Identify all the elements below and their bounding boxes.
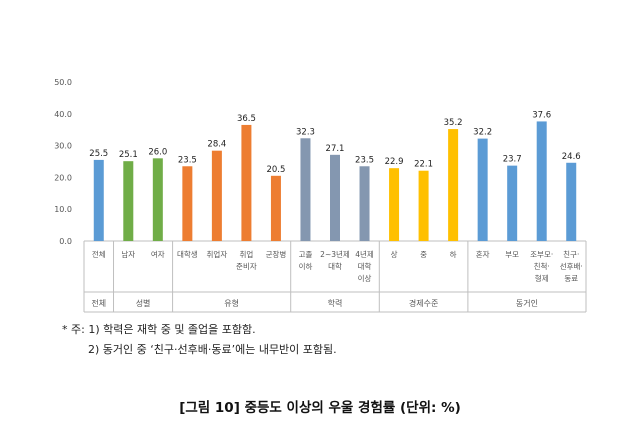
category-label: 중 — [420, 250, 427, 259]
category-label: 선후배· — [560, 262, 583, 271]
group-label: 전체 — [91, 298, 106, 308]
category-label: 준비자 — [236, 262, 257, 271]
data-label: 37.6 — [532, 110, 551, 120]
data-label: 32.2 — [473, 128, 492, 138]
data-label: 28.4 — [207, 140, 226, 150]
category-label: 전체 — [92, 249, 106, 259]
bar — [330, 154, 340, 241]
footnote-2: 2) 동거인 중 ‘친구·선후배·동료’에는 내무반이 포함됨. — [88, 343, 337, 356]
category-label: 군장병 — [266, 249, 287, 259]
group-label: 학력 — [328, 298, 343, 308]
bar — [152, 158, 163, 241]
category-label: 이상 — [358, 273, 372, 283]
category-label: 상 — [391, 249, 398, 259]
data-label: 26.0 — [148, 147, 167, 157]
bar — [211, 150, 222, 241]
group-label: 동거인 — [516, 298, 538, 308]
category-label: 여자 — [151, 249, 165, 259]
category-label: 하 — [450, 249, 457, 259]
footnotes: * 주: 1) 학력은 재학 중 및 졸업을 포함함. 2) 동거인 중 ‘친구… — [62, 320, 337, 360]
category-label: 형제 — [535, 274, 549, 283]
y-tick-label: 50.0 — [54, 78, 72, 87]
data-label: 23.5 — [355, 155, 374, 165]
category-label: 혼자 — [476, 249, 490, 259]
y-tick-label: 20.0 — [54, 173, 72, 182]
data-label: 23.5 — [178, 155, 197, 165]
category-label: 취업 — [240, 250, 254, 259]
category-label: 4년제 — [355, 249, 374, 259]
category-label: 이하 — [299, 261, 313, 271]
category-label: 친척· — [534, 261, 550, 271]
category-label: 취업자 — [207, 250, 228, 259]
group-label: 경제수준 — [409, 298, 438, 308]
group-label: 유형 — [224, 299, 239, 308]
y-tick-label: 10.0 — [54, 205, 72, 214]
y-tick-label: 30.0 — [54, 142, 72, 151]
data-label: 22.9 — [385, 157, 404, 167]
data-label: 25.5 — [89, 149, 108, 159]
bar — [536, 121, 547, 241]
data-label: 23.7 — [503, 155, 522, 165]
category-label: 부모 — [505, 250, 519, 259]
bar — [389, 168, 400, 241]
category-label: 조부모· — [530, 250, 553, 259]
bar — [93, 159, 104, 241]
footnote-1: * 주: 1) 학력은 재학 중 및 졸업을 포함함. — [62, 323, 256, 336]
data-label: 22.1 — [414, 160, 433, 170]
bar — [507, 165, 518, 241]
bar-chart: 0.0 10.0 20.0 30.0 40.0 50.0 25.5 전체 25.1 남자 26.0 여… — [54, 78, 587, 313]
figure-caption: [그림 10] 중등도 이상의 우울 경험률 (단위: %) — [179, 400, 461, 416]
category-label: 대학생 — [177, 249, 198, 259]
group-label: 성별 — [136, 298, 151, 308]
data-label: 27.1 — [326, 144, 345, 154]
bar — [477, 138, 488, 241]
y-tick-label: 40.0 — [54, 110, 72, 119]
bar — [241, 124, 252, 241]
bar — [182, 166, 193, 241]
data-label: 24.6 — [562, 152, 581, 162]
bar — [359, 166, 370, 241]
category-label: 동료 — [564, 274, 578, 283]
category-label: 대학 — [328, 261, 342, 271]
category-label: 고졸 — [299, 250, 313, 259]
category-label: 남자 — [121, 250, 135, 259]
bar — [418, 170, 429, 241]
bar — [270, 175, 281, 241]
category-label: 대학 — [358, 261, 372, 271]
y-tick-label: 0.0 — [59, 237, 72, 246]
data-label: 20.5 — [266, 165, 285, 175]
category-label: 친구· — [563, 249, 579, 259]
category-label: 2~3년제 — [320, 249, 350, 259]
bar — [566, 162, 577, 241]
bar — [448, 129, 459, 241]
data-label: 32.3 — [296, 127, 315, 137]
bar — [123, 161, 134, 241]
bar — [300, 138, 311, 241]
data-label: 35.2 — [444, 118, 463, 128]
data-label: 25.1 — [119, 150, 138, 160]
data-label: 36.5 — [237, 114, 256, 124]
